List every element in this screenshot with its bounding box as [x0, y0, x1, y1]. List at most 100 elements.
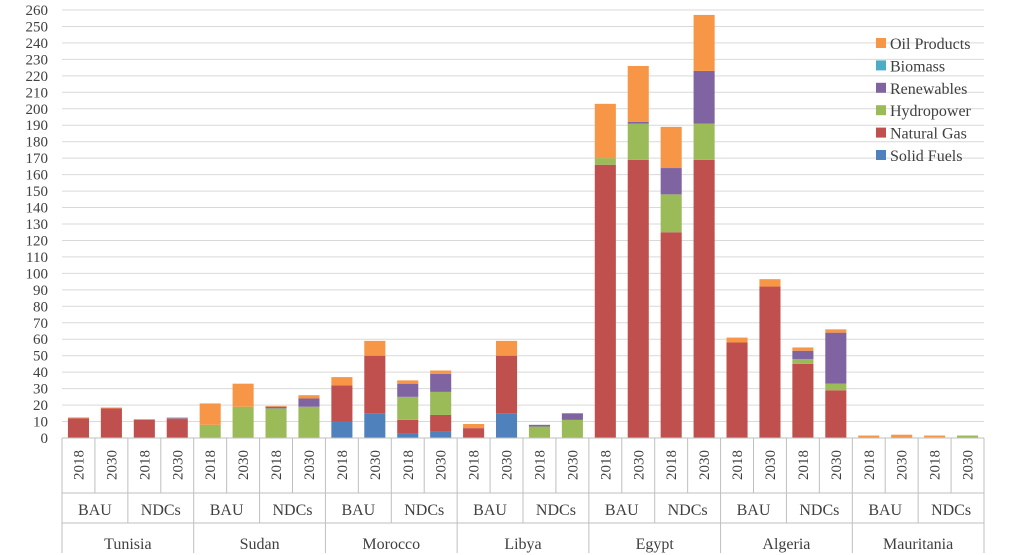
bar-segment-algeria-ndcs-2030-renewables — [825, 332, 847, 384]
x-tick-year-label: 2030 — [631, 450, 647, 480]
x-tick-year-label: 2030 — [961, 450, 977, 480]
bar-segment-egypt-bau-2018-natural-gas — [594, 164, 616, 438]
gridlines — [62, 9, 984, 439]
y-tick-label: 200 — [26, 102, 49, 118]
x-scenario-label: NDCs — [536, 502, 576, 519]
bar-segment-tunisia-ndcs-2018-natural-gas — [133, 419, 155, 438]
bar-segment-algeria-ndcs-2018-renewables — [792, 350, 814, 359]
bar-segment-algeria-ndcs-2018-oil-products — [792, 347, 814, 351]
bar-segment-sudan-bau-2018-oil-products — [199, 403, 221, 425]
x-scenario-label: BAU — [210, 502, 244, 519]
y-tick-label: 0 — [41, 431, 49, 447]
bar-segment-egypt-ndcs-2030-hydropower — [693, 123, 715, 160]
x-tick-year-label: 2030 — [170, 450, 186, 480]
x-tick-year-label: 2018 — [796, 450, 812, 480]
bar-segment-tunisia-ndcs-2030-renewables — [166, 418, 188, 420]
x-tick-year-label: 2018 — [203, 450, 219, 480]
bar-segment-egypt-ndcs-2030-natural-gas — [693, 159, 715, 439]
x-country-label: Egypt — [636, 536, 675, 553]
bar-segment-egypt-ndcs-2018-oil-products — [660, 126, 682, 169]
bar-segment-libya-bau-2018-natural-gas — [463, 428, 485, 438]
x-scenario-label: BAU — [341, 502, 375, 519]
bar-segment-morocco-ndcs-2030-renewables — [430, 373, 452, 392]
x-scenario-label: NDCs — [799, 502, 839, 519]
legend-swatch-natural-gas — [876, 127, 886, 138]
bar-segment-algeria-ndcs-2030-hydropower — [825, 383, 847, 391]
y-tick-label: 250 — [26, 19, 49, 35]
y-tick-label: 140 — [26, 201, 49, 217]
legend-swatch-renewables — [876, 82, 886, 93]
bar-segment-egypt-bau-2018-hydropower — [594, 158, 616, 165]
x-scenario-label: NDCs — [141, 502, 181, 519]
x-tick-year-label: 2018 — [664, 450, 680, 480]
bar-segment-egypt-ndcs-2018-hydropower — [660, 194, 682, 233]
bar-segment-sudan-ndcs-2030-hydropower — [298, 406, 320, 438]
x-tick-year-label: 2018 — [137, 450, 153, 480]
x-tick-year-label: 2030 — [368, 450, 384, 480]
y-tick-label: 260 — [26, 3, 49, 19]
x-tick-year-label: 2018 — [71, 450, 87, 480]
x-country-label: Algeria — [762, 536, 810, 553]
x-tick-year-label: 2018 — [401, 450, 417, 480]
x-country-label: Libya — [504, 536, 541, 553]
x-scenario-label: NDCs — [404, 502, 444, 519]
bar-segment-egypt-bau-2030-hydropower — [627, 123, 649, 160]
bar-segment-libya-bau-2018-oil-products — [463, 424, 485, 429]
y-tick-label: 20 — [33, 398, 48, 414]
y-tick-label: 100 — [26, 266, 49, 282]
legend-label-hydropower: Hydropower — [890, 103, 972, 120]
bar-segment-morocco-ndcs-2018-renewables — [397, 383, 419, 397]
bar-segment-mauritania-ndcs-2030-hydropower — [956, 435, 979, 438]
y-tick-label: 230 — [26, 52, 49, 68]
bar-segment-tunisia-bau-2030-oil-products — [100, 407, 122, 409]
bar-segment-tunisia-bau-2018-oil-products — [67, 417, 90, 419]
bar-segment-morocco-ndcs-2030-oil-products — [430, 370, 452, 374]
bar-segment-egypt-bau-2030-natural-gas — [627, 159, 649, 439]
bar-segment-libya-ndcs-2030-hydropower — [561, 419, 583, 438]
y-tick-label: 10 — [33, 415, 48, 431]
bar-segment-mauritania-bau-2030-oil-products — [891, 434, 913, 438]
bar-segment-morocco-bau-2018-solid-fuels — [331, 421, 353, 438]
x-tick-year-label: 2018 — [532, 450, 548, 480]
bar-segment-mauritania-bau-2018-oil-products — [858, 435, 880, 438]
legend-label-oil-products: Oil Products — [890, 36, 970, 53]
legend-swatch-biomass — [876, 60, 886, 71]
bar-segment-morocco-bau-2030-solid-fuels — [364, 413, 386, 438]
bar-segment-libya-bau-2030-natural-gas — [495, 355, 518, 414]
y-tick-label: 110 — [26, 250, 48, 266]
bar-segment-egypt-ndcs-2030-oil-products — [693, 14, 715, 71]
x-tick-year-label: 2018 — [598, 450, 614, 480]
y-tick-label: 170 — [26, 151, 49, 167]
bar-segment-morocco-bau-2030-natural-gas — [364, 355, 386, 414]
bar-segment-morocco-bau-2018-oil-products — [331, 377, 353, 386]
bar-segment-egypt-ndcs-2018-natural-gas — [660, 232, 682, 438]
x-tick-year-label: 2030 — [500, 450, 516, 480]
y-tick-label: 40 — [33, 365, 48, 381]
x-tick-year-label: 2030 — [302, 450, 318, 480]
bar-segment-egypt-ndcs-2018-renewables — [660, 168, 682, 195]
bar-segment-egypt-bau-2030-oil-products — [627, 65, 649, 122]
bar-segment-sudan-ndcs-2018-hydropower — [265, 408, 287, 438]
bar-segment-morocco-ndcs-2030-hydropower — [430, 391, 452, 415]
y-tick-label: 210 — [26, 85, 49, 101]
bar-segment-algeria-bau-2030-oil-products — [759, 279, 781, 287]
bar-segment-sudan-bau-2030-oil-products — [232, 383, 254, 407]
bar-segment-sudan-ndcs-2030-oil-products — [298, 395, 320, 399]
x-scenario-label: BAU — [473, 502, 507, 519]
x-tick-year-label: 2018 — [730, 450, 746, 480]
y-tick-label: 80 — [33, 299, 48, 315]
legend-label-renewables: Renewables — [890, 81, 967, 98]
bar-segment-tunisia-ndcs-2030-natural-gas — [166, 419, 188, 438]
y-tick-label: 150 — [26, 184, 49, 200]
x-scenario-label: NDCs — [272, 502, 312, 519]
bar-segment-sudan-bau-2030-hydropower — [232, 406, 254, 438]
bar-segment-morocco-ndcs-2030-natural-gas — [430, 414, 452, 432]
y-tick-label: 160 — [26, 168, 49, 184]
bar-segment-algeria-ndcs-2030-oil-products — [825, 329, 847, 333]
bar-segment-algeria-ndcs-2030-natural-gas — [825, 390, 847, 438]
x-country-label: Mauritania — [883, 536, 953, 553]
y-tick-label: 240 — [26, 36, 49, 52]
x-scenario-label: BAU — [605, 502, 639, 519]
x-tick-year-label: 2030 — [565, 450, 581, 480]
